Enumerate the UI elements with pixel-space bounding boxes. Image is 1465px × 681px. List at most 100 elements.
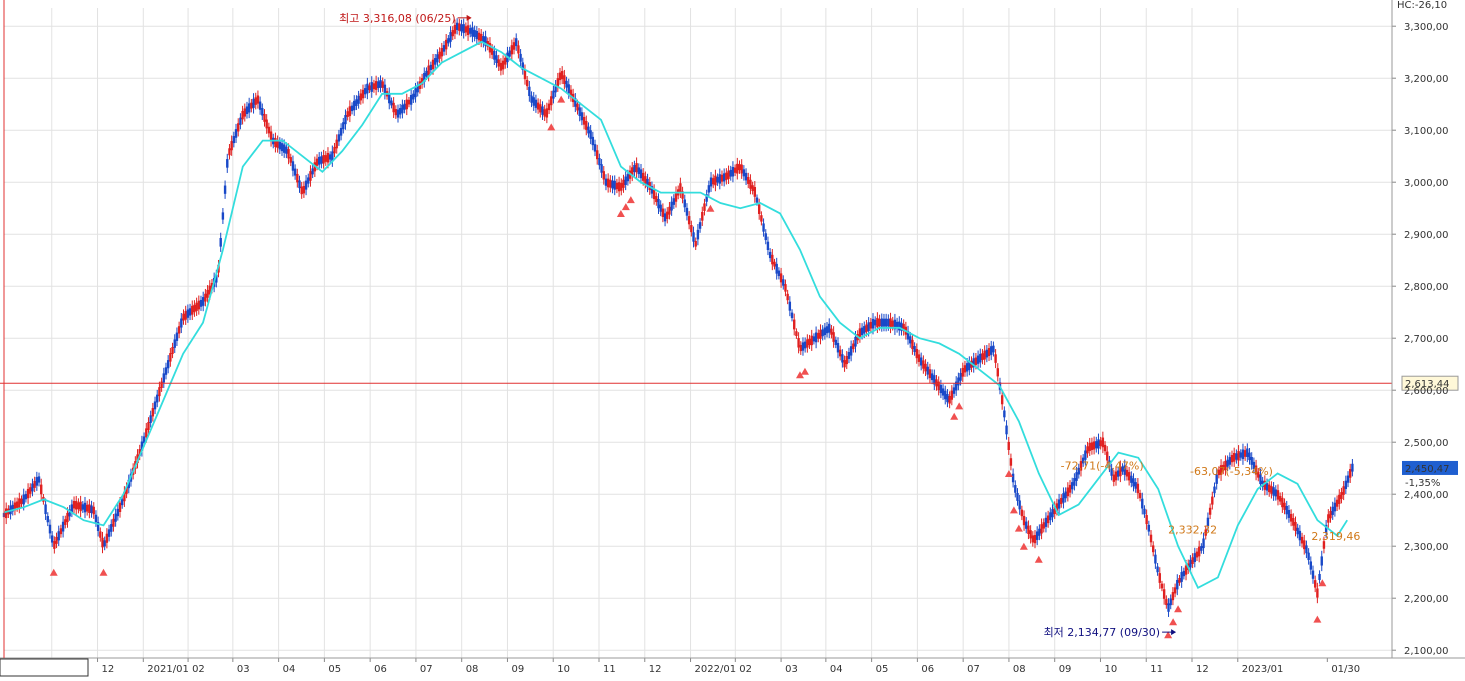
candle-body: [46, 516, 49, 523]
candle-body: [29, 487, 32, 494]
candle-body: [799, 344, 802, 352]
candle-body: [77, 502, 80, 510]
candle-body: [525, 79, 529, 87]
candle-body: [560, 71, 564, 80]
candle-body: [241, 110, 244, 120]
candle-body: [777, 270, 781, 277]
candle-body: [1193, 553, 1196, 562]
candle-body: [994, 354, 997, 363]
candle-body: [957, 377, 960, 386]
candle-body: [245, 106, 249, 114]
annotation-label: 최저 2,134,77 (09/30): [1044, 626, 1161, 639]
candle-body: [1033, 535, 1037, 544]
candle-body: [541, 106, 544, 115]
candle-body: [263, 113, 266, 122]
candle-body: [1278, 495, 1282, 502]
candle-body: [854, 336, 857, 347]
candle-body: [1154, 554, 1157, 564]
candle-body: [950, 390, 954, 400]
candle-body: [644, 176, 647, 184]
candle-body: [123, 491, 126, 502]
candle-body: [85, 504, 89, 512]
candle-body: [1197, 546, 1201, 557]
candle-body: [515, 38, 518, 47]
candle-body: [1003, 410, 1006, 418]
candle-body: [22, 494, 25, 505]
candle-body: [1086, 446, 1089, 454]
candle-body: [346, 111, 349, 117]
candle-body: [296, 173, 299, 183]
candle-body: [786, 293, 789, 301]
candle-body: [587, 126, 590, 134]
candle-body: [1283, 502, 1286, 510]
candle-body: [50, 535, 54, 543]
candle-body: [182, 313, 185, 321]
candle-body: [40, 484, 43, 495]
candle-body: [738, 164, 741, 171]
candle-body: [206, 289, 209, 298]
candle-body: [878, 319, 881, 327]
candle-body: [458, 23, 461, 31]
candle-body: [438, 51, 441, 59]
candle-body: [1134, 482, 1137, 489]
candle-body: [1060, 497, 1063, 505]
candle-body: [462, 24, 465, 34]
candle-body: [635, 163, 638, 173]
candle-body: [501, 60, 505, 70]
candle-body: [254, 97, 257, 105]
candle-body: [696, 229, 700, 240]
candle-body: [863, 326, 866, 334]
x-tick-label: 09: [511, 664, 524, 675]
candle-body: [210, 282, 214, 290]
candle-body: [757, 204, 761, 214]
candle-body: [477, 32, 481, 41]
candle-body: [990, 346, 993, 355]
candle-body: [1230, 455, 1234, 463]
candle-body: [1020, 509, 1024, 517]
candle-body: [455, 22, 459, 30]
candle-body: [1211, 496, 1214, 505]
candle-body: [668, 206, 671, 215]
signal-marker: [950, 412, 959, 420]
candle-body: [773, 261, 776, 267]
x-tick-label: 11: [1150, 664, 1163, 675]
signal-marker: [706, 204, 715, 212]
candle-body: [434, 58, 437, 65]
candle-body: [191, 305, 194, 315]
candle-body: [893, 319, 897, 330]
candle-body: [1101, 437, 1105, 448]
candle-body: [215, 274, 218, 283]
candle-body: [874, 319, 877, 326]
candle-body: [1235, 453, 1238, 460]
x-tick-label: 08: [1013, 664, 1026, 675]
candle-body: [471, 27, 474, 37]
candle-body: [1250, 456, 1253, 465]
candle-body: [180, 318, 183, 328]
candle-body: [1303, 540, 1306, 550]
candle-body: [933, 375, 936, 385]
signal-marker: [49, 568, 58, 576]
candle-body: [968, 361, 971, 371]
candle-body: [252, 98, 255, 108]
candle-body: [48, 524, 52, 534]
candle-body: [1292, 518, 1295, 526]
x-tick-label: 02: [739, 664, 752, 675]
candle-body: [585, 120, 588, 130]
candle-body: [33, 480, 36, 488]
candle-body: [1152, 545, 1155, 553]
candle-body: [1327, 514, 1330, 523]
candle-body: [193, 304, 196, 313]
candle-body: [1099, 440, 1102, 447]
candle-body: [94, 514, 98, 523]
candle-body: [1116, 470, 1120, 477]
candle-body: [66, 512, 69, 523]
candle-body: [186, 309, 190, 318]
x-tick-label: 09: [1059, 664, 1072, 675]
candle-body: [782, 279, 785, 286]
candle-body: [670, 201, 673, 211]
candle-body: [576, 103, 579, 111]
candle-body: [810, 335, 813, 346]
candle-body: [399, 107, 402, 115]
candle-body: [1027, 525, 1030, 534]
